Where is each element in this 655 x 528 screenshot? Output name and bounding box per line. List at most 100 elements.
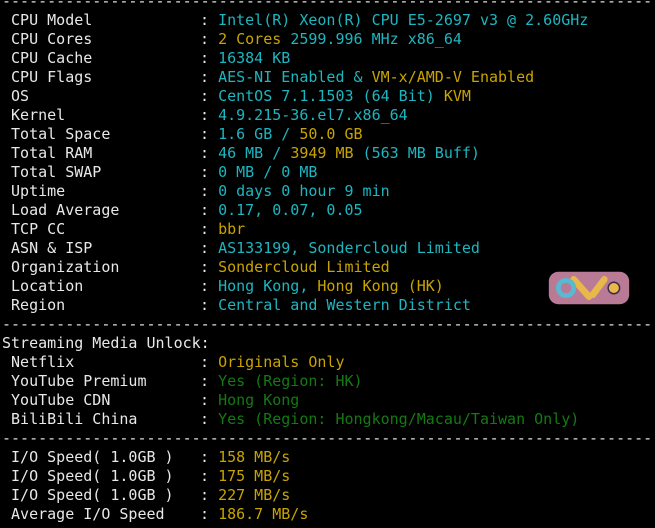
row-value: 1.6 GB / — [218, 125, 300, 143]
colon: : — [200, 258, 219, 276]
row-label-text: YouTube Premium — [11, 372, 147, 390]
row-value: AS133199, Sondercloud Limited — [218, 239, 480, 257]
row-label-text: Total SWAP — [11, 163, 102, 181]
system-row: Kernel: 4.9.215-36.el7.x86_64 — [2, 106, 652, 125]
row-label-text: Location — [11, 277, 84, 295]
row-label: Uptime — [2, 182, 200, 201]
colon: : — [200, 30, 219, 48]
system-row: CPU Cores: 2 Cores 2599.996 MHz x86_64 — [2, 30, 652, 49]
io-row: I/O Speed( 1.0GB ): 227 MB/s — [2, 486, 652, 505]
system-row: TCP CC: bbr — [2, 220, 652, 239]
row-value: 175 MB/s — [218, 467, 291, 485]
row-label-text: YouTube CDN — [11, 391, 111, 409]
separator-line: ----------------------------------------… — [2, 0, 653, 10]
row-label: Load Average — [2, 201, 200, 220]
row-label: YouTube Premium — [2, 372, 200, 391]
colon: : — [200, 277, 219, 295]
colon: : — [200, 144, 219, 162]
colon: : — [200, 106, 219, 124]
row-label: Location — [2, 277, 200, 296]
system-row: CPU Flags: AES-NI Enabled & VM-x/AMD-V E… — [2, 68, 652, 87]
colon: : — [200, 163, 219, 181]
row-value: KVM — [443, 87, 471, 105]
row-value: Yes (Region: HK) — [218, 372, 363, 390]
row-label-text: Total RAM — [11, 144, 93, 162]
system-row: Location: Hong Kong, Hong Kong (HK) — [2, 277, 652, 296]
row-label: I/O Speed( 1.0GB ) — [2, 448, 200, 467]
row-label-text: Organization — [11, 258, 120, 276]
system-row: ASN & ISP: AS133199, Sondercloud Limited — [2, 239, 652, 258]
row-value: 0 days 0 hour 9 min — [218, 182, 390, 200]
row-value: (563 MB Buff) — [353, 144, 480, 162]
row-value: 227 MB/s — [218, 486, 291, 504]
system-row: Load Average: 0.17, 0.07, 0.05 — [2, 201, 652, 220]
row-value: Originals Only — [218, 353, 345, 371]
row-label: Kernel — [2, 106, 200, 125]
row-label: Organization — [2, 258, 200, 277]
row-value: 0 MB / 0 MB — [218, 163, 318, 181]
colon: : — [200, 220, 219, 238]
row-label-text: CPU Flags — [11, 68, 93, 86]
streaming-row: YouTube CDN: Hong Kong — [2, 391, 652, 410]
row-label-text: Region — [11, 296, 66, 314]
system-row: Uptime: 0 days 0 hour 9 min — [2, 182, 652, 201]
row-value: Yes (Region: Hongkong/Macau/Taiwan Only) — [218, 410, 580, 428]
system-row: Total RAM: 46 MB / 3949 MB (563 MB Buff) — [2, 144, 652, 163]
colon: : — [200, 353, 219, 371]
row-label-text: CPU Cache — [11, 49, 93, 67]
io-row: I/O Speed( 1.0GB ): 175 MB/s — [2, 467, 652, 486]
colon: : — [200, 448, 219, 466]
streaming-row: YouTube Premium: Yes (Region: HK) — [2, 372, 652, 391]
row-label: Netflix — [2, 353, 200, 372]
row-label-text: I/O Speed( 1.0GB ) — [11, 486, 174, 504]
system-row: CPU Model: Intel(R) Xeon(R) CPU E5-2697 … — [2, 11, 652, 30]
colon: : — [200, 11, 219, 29]
row-label: I/O Speed( 1.0GB ) — [2, 486, 200, 505]
row-value: 186.7 MB/s — [218, 505, 309, 523]
row-label-text: Load Average — [11, 201, 120, 219]
colon: : — [200, 201, 219, 219]
colon: : — [200, 125, 219, 143]
colon: : — [200, 486, 219, 504]
row-label: OS — [2, 87, 200, 106]
row-label-text: Uptime — [11, 182, 66, 200]
row-label: BiliBili China — [2, 410, 200, 429]
io-row: I/O Speed( 1.0GB ): 158 MB/s — [2, 448, 652, 467]
row-label-text: Average I/O Speed — [11, 505, 165, 523]
row-label: Region — [2, 296, 200, 315]
row-label: CPU Flags — [2, 68, 200, 87]
row-value: AES-NI Enabled & — [218, 68, 372, 86]
row-value: 4.9.215-36.el7.x86_64 — [218, 106, 408, 124]
row-value: Hong Kong — [218, 391, 300, 409]
row-label: CPU Cores — [2, 30, 200, 49]
system-row: Total SWAP: 0 MB / 0 MB — [2, 163, 652, 182]
row-label: CPU Cache — [2, 49, 200, 68]
separator-line: ----------------------------------------… — [2, 429, 653, 447]
colon: : — [200, 239, 219, 257]
row-value: 2599.996 MHz x86_64 — [290, 30, 462, 48]
colon: : — [200, 68, 219, 86]
row-value: 3949 MB — [290, 144, 354, 162]
system-row: Total Space: 1.6 GB / 50.0 GB — [2, 125, 652, 144]
row-label-text: I/O Speed( 1.0GB ) — [11, 448, 174, 466]
colon: : — [200, 87, 219, 105]
row-value: 16384 KB — [218, 49, 291, 67]
row-value: Central and Western District — [218, 296, 471, 314]
row-label-text: ASN & ISP — [11, 239, 93, 257]
colon: : — [200, 49, 219, 67]
row-label: Average I/O Speed — [2, 505, 200, 524]
row-value: VM-x/AMD-V Enabled — [371, 68, 535, 86]
colon: : — [200, 410, 219, 428]
row-label: Total RAM — [2, 144, 200, 163]
row-label-text: CPU Cores — [11, 30, 93, 48]
row-label-text: Netflix — [11, 353, 75, 371]
streaming-row: BiliBili China: Yes (Region: Hongkong/Ma… — [2, 410, 652, 429]
colon: : — [200, 296, 219, 314]
row-label: CPU Model — [2, 11, 200, 30]
streaming-header: Streaming Media Unlock: — [2, 334, 210, 352]
row-value: 158 MB/s — [218, 448, 291, 466]
row-value: Hong Kong, — [218, 277, 318, 295]
row-value: CentOS 7.1.1503 (64 Bit) — [218, 87, 444, 105]
